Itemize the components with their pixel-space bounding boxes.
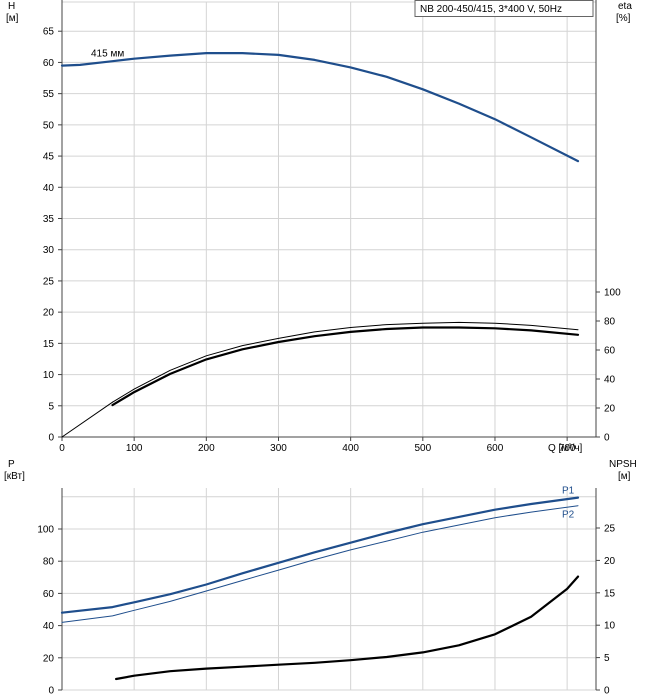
y-tick-label: 40 <box>43 183 55 194</box>
x-tick-label: 600 <box>487 443 504 454</box>
y-tick-label: 60 <box>43 589 55 600</box>
y2-axis-unit: [м] <box>618 471 631 482</box>
efficiency-curve-3 <box>111 326 580 407</box>
y-axis-label: P <box>8 459 15 470</box>
curve-label-P1: P1 <box>562 486 575 497</box>
y-tick-label: 55 <box>43 89 55 100</box>
x-axis-label: Q [м³/ч] <box>548 443 583 454</box>
y-tick-label: 65 <box>43 27 55 38</box>
y-tick-label: 40 <box>43 621 55 632</box>
y-axis-unit: [м] <box>6 13 19 24</box>
y-tick-label: 100 <box>37 525 54 536</box>
efficiency-curve-2 <box>112 321 579 403</box>
x-tick-label: 0 <box>59 443 65 454</box>
title-box <box>414 0 594 17</box>
y2-tick-label: 15 <box>604 588 616 599</box>
y-tick-label: 20 <box>43 653 55 664</box>
y-tick-label: 5 <box>48 401 54 412</box>
x-tick-label: 100 <box>126 443 143 454</box>
y2-tick-label: 10 <box>604 621 616 632</box>
curve-415-мм <box>60 52 580 163</box>
curve-P1 <box>60 496 580 614</box>
y-tick-label: 15 <box>43 339 55 350</box>
y2-tick-label: 0 <box>604 433 610 444</box>
y2-axis-label: NPSH <box>609 459 637 470</box>
y2-axis-label: eta <box>618 1 632 12</box>
y2-axis-unit: [%] <box>616 13 631 24</box>
y2-tick-label: 80 <box>604 317 616 328</box>
curve-label-P2: P2 <box>562 510 575 521</box>
curve-P2 <box>61 505 579 623</box>
y-tick-label: 0 <box>48 433 54 444</box>
y-tick-label: 30 <box>43 245 55 256</box>
y-axis-label: H <box>8 1 15 12</box>
y2-tick-label: 40 <box>604 375 616 386</box>
y-tick-label: 35 <box>43 214 55 225</box>
y-tick-label: 80 <box>43 557 55 568</box>
y-tick-label: 20 <box>43 308 55 319</box>
npsh-curve <box>115 575 580 681</box>
y2-tick-label: 20 <box>604 404 616 415</box>
y2-tick-label: 60 <box>604 346 616 357</box>
y-tick-label: 0 <box>48 686 54 697</box>
chart-title: NB 200-450/415, 3*400 V, 50Hz <box>420 4 562 15</box>
y-tick-label: 10 <box>43 370 55 381</box>
y2-tick-label: 5 <box>604 653 610 664</box>
y2-tick-label: 20 <box>604 556 616 567</box>
efficiency-curve-1 <box>61 401 113 438</box>
y2-tick-label: 25 <box>604 524 616 535</box>
y-tick-label: 60 <box>43 58 55 69</box>
y-axis-unit: [кВт] <box>4 471 25 482</box>
y-tick-label: 45 <box>43 152 55 163</box>
y2-tick-label: 100 <box>604 288 621 299</box>
y2-tick-label: 0 <box>604 686 610 697</box>
y-tick-label: 25 <box>43 276 55 287</box>
x-tick-label: 700 <box>559 443 576 454</box>
x-tick-label: 200 <box>198 443 215 454</box>
y-tick-label: 50 <box>43 120 55 131</box>
curve-label-415: 415 мм <box>91 48 124 59</box>
x-tick-label: 500 <box>414 443 431 454</box>
x-tick-label: 300 <box>270 443 287 454</box>
x-tick-label: 400 <box>342 443 359 454</box>
